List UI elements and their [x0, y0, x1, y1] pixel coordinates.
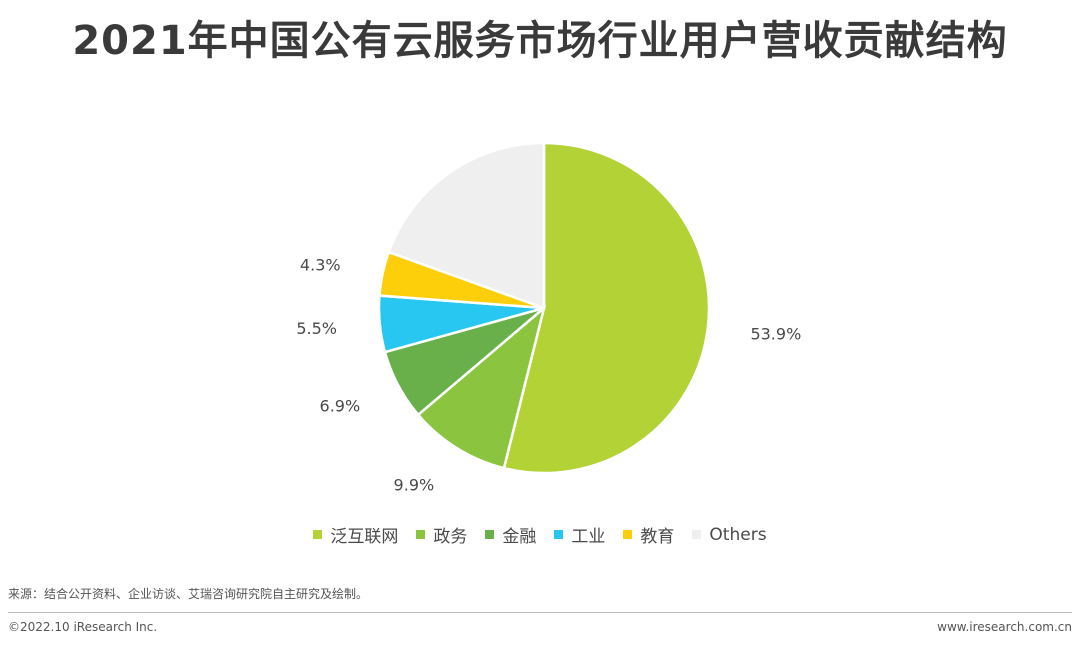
legend-item-education: 教育	[623, 522, 674, 547]
pie-slice-5	[387, 141, 546, 310]
legend-swatch	[485, 530, 495, 539]
legend-swatch	[623, 530, 633, 539]
pie-slice-0	[502, 141, 711, 475]
legend-label: 政务	[433, 527, 468, 547]
pie-slice-1	[416, 304, 547, 470]
slice-data-label: 6.9%	[320, 396, 361, 415]
legend-label: 金融	[502, 527, 537, 547]
slice-data-label: 9.9%	[394, 476, 435, 495]
legend-swatch	[692, 530, 702, 539]
legend-label: 泛互联网	[330, 527, 399, 547]
legend-swatch	[313, 530, 323, 539]
legend-swatch	[554, 530, 564, 539]
source-note: 来源：结合公开资料、企业访谈、艾瑞咨询研究院自主研究及绘制。	[8, 587, 369, 601]
copyright-text: ©2022.10 iResearch Inc.	[8, 620, 158, 634]
website-link[interactable]: www.iresearch.com.cn	[937, 620, 1072, 634]
legend-label: 教育	[640, 527, 675, 547]
slice-data-label: 5.5%	[296, 319, 337, 338]
legend-item-government: 政务	[416, 522, 467, 547]
legend-item-internet: 泛互联网	[313, 522, 398, 547]
chart-title: 2021年中国公有云服务市场行业用户营收贡献结构	[72, 18, 1008, 64]
legend-item-finance: 金融	[485, 522, 536, 547]
legend-label: 工业	[571, 527, 606, 547]
chart-legend: 泛互联网 政务 金融 工业 教育 Others	[0, 522, 1080, 547]
footer-divider	[8, 612, 1072, 613]
slice-data-label: 53.9%	[750, 324, 801, 343]
legend-item-industry: 工业	[554, 522, 605, 547]
legend-item-others: Others	[692, 522, 767, 547]
legend-swatch	[416, 530, 426, 539]
legend-label: Others	[709, 524, 767, 545]
slice-data-label: 4.3%	[300, 256, 341, 275]
